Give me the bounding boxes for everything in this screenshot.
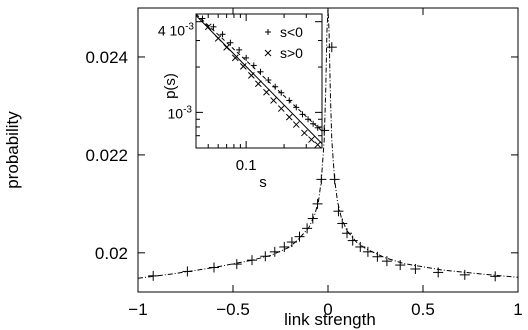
inset-point-s-neg: [293, 104, 300, 111]
inset-point-s-neg: [286, 97, 293, 104]
data-point: [395, 260, 406, 271]
data-point: [372, 251, 383, 262]
data-point: [269, 246, 280, 257]
inset-point-s-pos: [270, 97, 277, 104]
inset-y-tick-label-mid: 10-3: [168, 104, 193, 121]
x-tick-label: 1: [513, 300, 522, 319]
y-tick-label: 0.02: [95, 244, 128, 263]
data-point: [148, 270, 159, 281]
inset-legend: s<0 s>0: [264, 24, 303, 61]
inset-point-s-pos: [292, 121, 300, 128]
data-point: [286, 237, 297, 248]
data-point: [362, 246, 373, 257]
legend-label-s-pos: s>0: [280, 45, 303, 61]
inset-point-s-neg: [314, 124, 321, 131]
inset-point-s-pos: [254, 80, 262, 88]
data-point: [279, 241, 290, 252]
inset-point-s-neg: [219, 31, 226, 38]
inset-point-s-neg: [236, 46, 243, 53]
inset-y-tick-label-top: 4 10-3: [158, 22, 195, 39]
inset-x-axis-label: s: [259, 174, 267, 191]
y-tick-label: 0.022: [85, 146, 128, 165]
inset-point-s-neg: [250, 62, 257, 69]
data-point: [260, 251, 271, 262]
inset-point-s-pos: [239, 63, 247, 70]
main-ticks: [137, 8, 519, 292]
inset-point-s-pos: [231, 54, 239, 62]
y-tick-label: 0.024: [85, 48, 128, 67]
inset-point-s-neg: [310, 120, 317, 127]
x-tick-label: 0: [323, 300, 332, 319]
legend-label-s-neg: s<0: [280, 24, 303, 40]
data-point: [247, 255, 257, 266]
x-tick-label: 0.5: [411, 300, 435, 319]
inset-point-s-pos: [204, 23, 212, 31]
data-point: [337, 218, 348, 229]
legend-plus-icon: [265, 29, 271, 35]
inset-point-s-pos: [308, 136, 315, 143]
inset-point-s-pos: [301, 129, 308, 137]
inset-ticks: 0.1 4 10-3 10-3: [158, 14, 322, 174]
data-point: [342, 228, 352, 239]
inset-point-s-neg: [227, 39, 234, 46]
inset-data-points: [199, 15, 322, 149]
data-point: [355, 241, 366, 252]
inset-point-s-pos: [285, 113, 293, 121]
data-point: [410, 263, 421, 274]
data-point: [381, 256, 392, 267]
inset-point-s-neg: [243, 54, 250, 61]
inset-point-s-neg: [265, 77, 272, 84]
inset-point-s-pos: [263, 88, 270, 96]
main-y-tick-labels: 0.02 0.022 0.024: [85, 48, 128, 263]
inset-point-s-neg: [272, 83, 279, 90]
data-point: [302, 223, 313, 234]
y-axis-label: probability: [3, 111, 22, 189]
inset-plot-frame: [195, 13, 323, 149]
data-point: [307, 213, 318, 224]
inset-point-s-pos: [277, 105, 285, 112]
data-point: [312, 198, 323, 209]
main-x-tick-labels: −1 −0.5 0 0.5 1: [128, 300, 522, 319]
data-point: [209, 262, 219, 273]
inset-point-s-neg: [210, 23, 217, 30]
inset-point-s-neg: [299, 111, 306, 118]
x-tick-label: −0.5: [216, 300, 250, 319]
inset-point-s-neg: [305, 116, 312, 123]
inset-point-s-pos: [314, 141, 322, 149]
data-point: [316, 174, 327, 185]
data-point: [490, 271, 501, 282]
data-point: [294, 231, 305, 242]
x-tick-label: −1: [128, 300, 147, 319]
data-point: [326, 42, 337, 53]
inset-y-axis-label: p(s): [162, 73, 179, 99]
inset-fit-line: [195, 13, 323, 132]
legend-marker-s-pos: [264, 49, 272, 57]
x-axis-label: link strength: [284, 310, 376, 329]
main-data-points: [148, 42, 501, 282]
inset-point-s-pos: [248, 72, 255, 79]
data-point: [333, 206, 344, 217]
main-fit-curve: [137, 7, 519, 279]
data-point: [347, 235, 358, 246]
main-plot-frame: [137, 7, 519, 293]
legend-cross-icon: [264, 49, 272, 57]
inset-point-s-neg: [278, 89, 285, 96]
data-point: [329, 174, 340, 185]
inset-point-s-neg: [257, 68, 264, 75]
inset-point-s-pos: [223, 44, 230, 51]
data-point: [433, 267, 444, 278]
inset-point-s-pos: [214, 35, 222, 42]
data-point: [182, 266, 193, 277]
inset-point-s-neg: [199, 15, 206, 22]
main-fit-line: [137, 7, 519, 279]
legend-marker-s-neg: [265, 29, 271, 35]
data-point: [459, 269, 470, 280]
data-point: [231, 259, 242, 270]
inset-x-tick-label: 0.1: [236, 157, 257, 174]
